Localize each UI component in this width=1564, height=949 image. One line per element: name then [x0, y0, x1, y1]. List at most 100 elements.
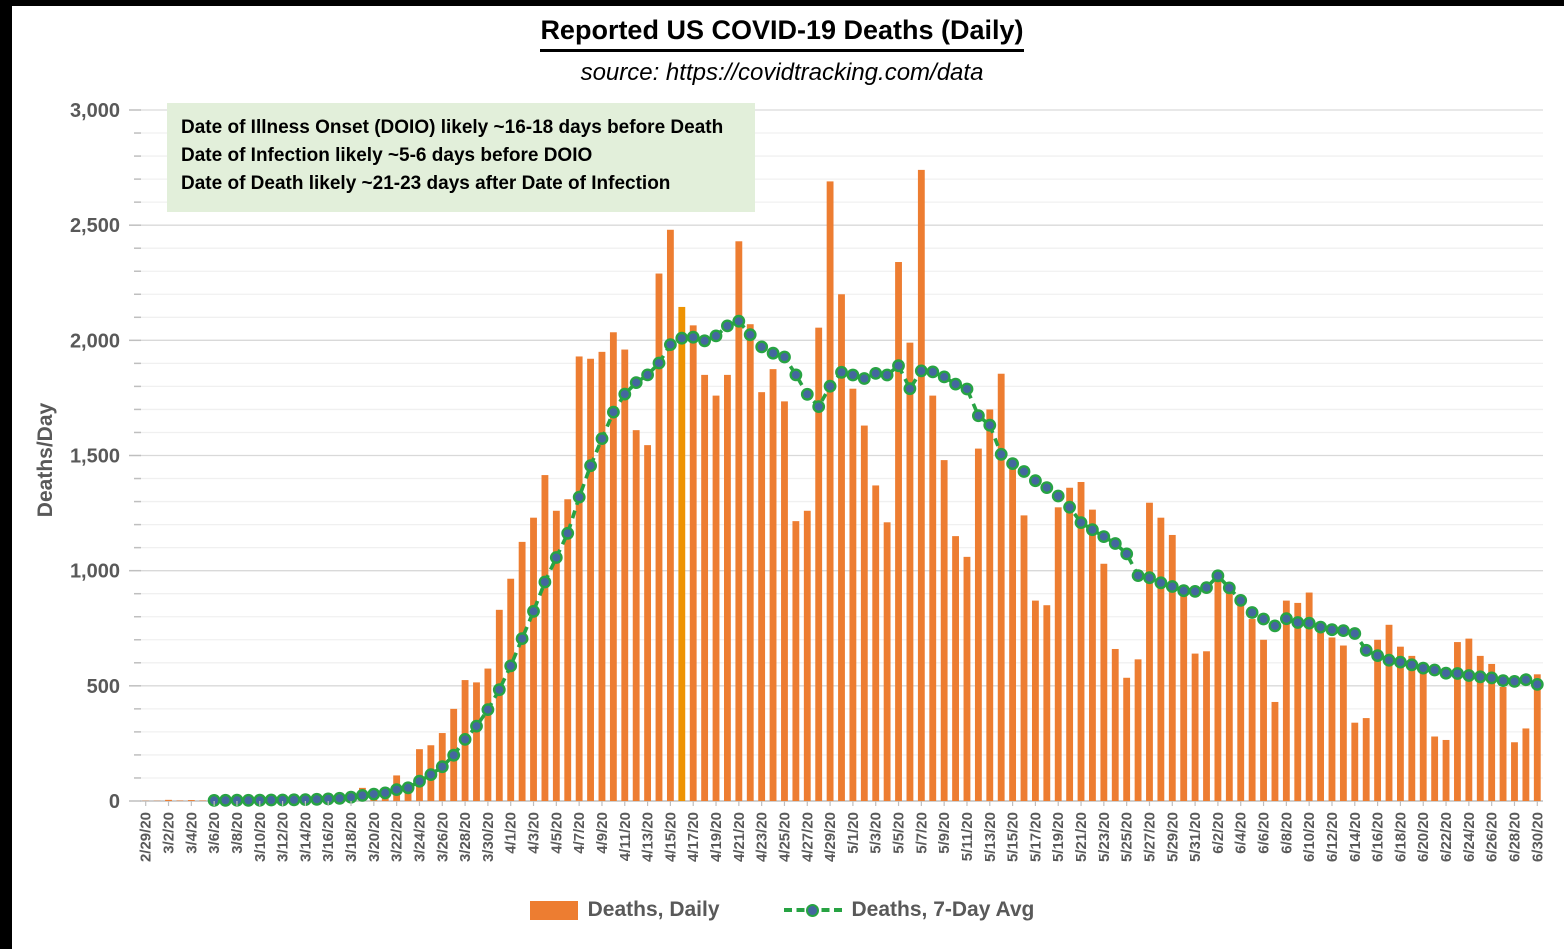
- x-tick-label: 5/27/20: [1142, 812, 1159, 862]
- avg-point: [287, 793, 301, 807]
- x-tick-label: 6/20/20: [1415, 812, 1432, 862]
- daily-bar: [1214, 576, 1222, 801]
- avg-point: [333, 791, 346, 805]
- daily-bar: [1009, 460, 1017, 801]
- daily-bar: [1397, 646, 1404, 801]
- x-tick-label: 5/1/20: [845, 812, 862, 854]
- chart-title: Reported US COVID-19 Deaths (Daily): [540, 14, 1024, 52]
- x-tick-label: 6/12/20: [1324, 812, 1341, 862]
- avg-point: [1337, 624, 1350, 637]
- x-tick-label: 5/15/20: [1005, 812, 1022, 862]
- daily-bar: [849, 388, 857, 801]
- daily-bar: [495, 609, 503, 801]
- x-tick-label: 6/26/20: [1484, 812, 1501, 862]
- daily-bar: [724, 374, 731, 801]
- avg-point: [732, 314, 746, 328]
- daily-bar: [666, 229, 674, 801]
- avg-point: [1257, 612, 1270, 626]
- x-tick-label: 4/17/20: [685, 812, 702, 862]
- x-tick-label: 3/4/20: [183, 812, 200, 854]
- avg-point: [413, 774, 426, 788]
- daily-bar: [917, 169, 925, 801]
- avg-point: [766, 346, 780, 360]
- x-tick-label: 3/8/20: [229, 812, 246, 854]
- daily-bar: [1431, 736, 1439, 801]
- avg-point: [1245, 606, 1259, 619]
- avg-point: [390, 783, 403, 796]
- x-tick-label: 3/20/20: [366, 812, 383, 862]
- y-axis-title: Deaths/Day: [34, 402, 57, 517]
- x-tick-label: 4/29/20: [822, 812, 839, 862]
- avg-point: [1451, 667, 1464, 680]
- daily-bar: [746, 324, 754, 801]
- avg-point: [1280, 612, 1293, 626]
- avg-point: [572, 490, 586, 504]
- avg-point: [641, 368, 654, 382]
- avg-point: [1473, 670, 1487, 684]
- avg-marker-sample: [805, 904, 819, 917]
- daily-bar: [1043, 605, 1051, 801]
- y-tick-label: 1,500: [70, 446, 120, 468]
- avg-point: [652, 356, 666, 370]
- daily-bar: [997, 373, 1005, 801]
- daily-bar: [1454, 642, 1461, 801]
- avg-point: [1017, 465, 1031, 478]
- avg-point: [1291, 616, 1305, 629]
- avg-point: [1074, 516, 1088, 529]
- y-tick-label: 2,000: [70, 330, 120, 352]
- x-tick-label: 6/22/20: [1438, 812, 1455, 862]
- avg-point: [1165, 580, 1179, 593]
- avg-point: [435, 760, 449, 774]
- daily-bar: [815, 327, 823, 801]
- x-tick-label: 5/19/20: [1050, 812, 1067, 862]
- daily-bar: [1408, 655, 1416, 801]
- x-tick-label: 6/4/20: [1233, 812, 1250, 854]
- avg-point: [800, 387, 814, 401]
- x-tick-label: 3/18/20: [343, 812, 360, 862]
- daily-bar: [803, 510, 811, 801]
- avg-point: [470, 719, 483, 733]
- avg-point: [515, 632, 529, 645]
- daily-bar: [1077, 481, 1085, 801]
- x-tick-label: 3/30/20: [480, 812, 497, 862]
- avg-point: [1508, 675, 1521, 688]
- avg-point: [1131, 569, 1145, 582]
- screenshot-frame-left: [0, 0, 12, 949]
- avg-point: [458, 733, 472, 746]
- avg-point: [618, 387, 632, 401]
- daily-bar: [1168, 534, 1176, 801]
- avg-point: [823, 379, 837, 393]
- x-tick-label: 4/25/20: [777, 812, 794, 862]
- avg-point: [1051, 489, 1065, 503]
- avg-point: [1143, 571, 1156, 585]
- daily-bar: [1385, 624, 1393, 801]
- daily-bar: [895, 262, 902, 801]
- daily-bar: [1362, 718, 1370, 801]
- daily-bar: [701, 374, 709, 801]
- daily-bar: [1191, 653, 1199, 801]
- x-tick-label: 3/2/20: [161, 812, 178, 854]
- annotation-line-3: Date of Death likely ~21-23 days after D…: [181, 173, 671, 194]
- avg-point: [1086, 523, 1099, 537]
- avg-point: [1394, 655, 1407, 669]
- avg-point: [424, 768, 438, 781]
- avg-point: [401, 781, 415, 795]
- x-tick-label: 6/8/20: [1278, 812, 1295, 854]
- x-tick-label: 4/5/20: [548, 812, 565, 854]
- daily-bar: [587, 358, 594, 801]
- daily-bar: [826, 181, 834, 801]
- x-tick-label: 6/2/20: [1210, 812, 1227, 854]
- daily-bar: [484, 668, 492, 801]
- daily-bar: [1248, 619, 1256, 801]
- daily-bar: [792, 521, 800, 801]
- x-tick-label: 5/7/20: [913, 812, 930, 854]
- daily-bar: [974, 448, 982, 801]
- x-tick-label: 6/6/20: [1256, 812, 1273, 854]
- x-tick-label: 3/28/20: [457, 812, 474, 862]
- avg-point: [1040, 481, 1054, 494]
- avg-point: [344, 790, 358, 804]
- daily-bar: [1419, 668, 1427, 801]
- avg-point: [1211, 569, 1225, 583]
- avg-point: [1371, 649, 1385, 662]
